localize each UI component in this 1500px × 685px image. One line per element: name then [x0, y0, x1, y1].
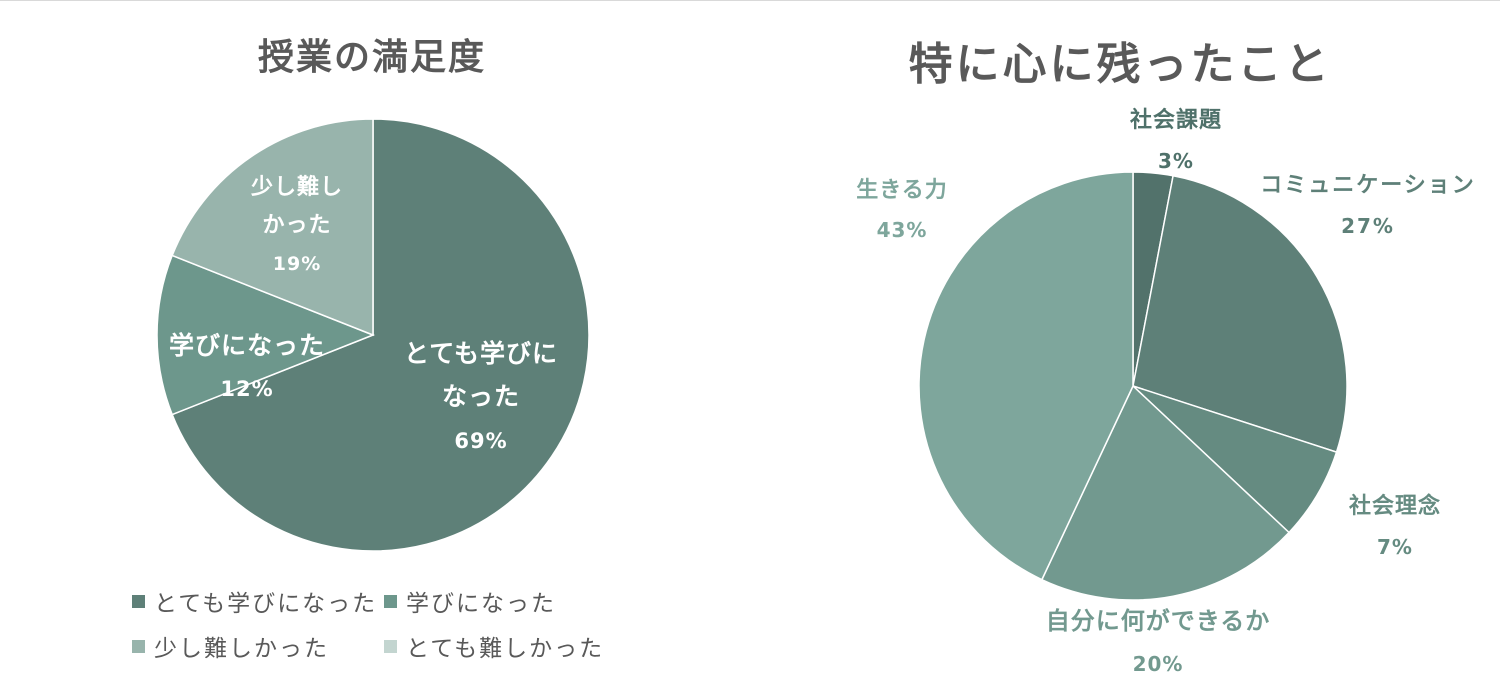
pie-slice-3 — [1040, 384, 1291, 601]
slice-label-2-0: 少し難し — [250, 174, 343, 200]
legend-item-0: とても学びになった — [132, 584, 377, 618]
legend-item-3: とても難しかった — [384, 629, 604, 663]
slice-value-label-3: 20% — [1133, 652, 1184, 676]
legend-label-0: とても学びになった — [154, 591, 378, 617]
slice-value-label-0: 3% — [1158, 149, 1194, 173]
slice-label-2-0: 社会理念 — [1349, 493, 1441, 519]
slice-label-3-0: 自分に何ができるか — [1046, 607, 1271, 635]
legend-swatch-0 — [132, 594, 145, 608]
slice-label-0-0: とても学びに — [404, 339, 558, 368]
slice-value-label-1: 27% — [1341, 214, 1395, 238]
legend-item-1: 学びになった — [384, 584, 556, 618]
slice-label-0-0: 社会課題 — [1130, 107, 1222, 133]
pie-slice-1 — [156, 254, 376, 416]
slice-label-1-0: 学びになった — [169, 331, 325, 360]
chart-title-memorable: 特に心に残ったこと — [908, 39, 1332, 90]
top-border — [0, 0, 1500, 1]
slice-value-label-2: 7% — [1377, 535, 1413, 559]
slice-label-2-1: かった — [262, 213, 331, 238]
pie-slice-0 — [171, 118, 590, 552]
pie-slice-2 — [171, 118, 374, 337]
legend-swatch-3 — [384, 639, 397, 653]
slice-value-label-4: 43% — [877, 218, 928, 242]
slice-label-4-0: 生きる力 — [856, 178, 948, 203]
pie-slice-4 — [918, 171, 1134, 581]
slice-value-label-2: 19% — [273, 253, 321, 275]
slice-value-label-0: 69% — [454, 429, 507, 453]
pie-slice-1 — [1132, 174, 1348, 454]
legend-item-2: 少し難しかった — [132, 629, 329, 663]
legend-label-3: とても難しかった — [406, 636, 605, 662]
legend-swatch-1 — [384, 594, 397, 608]
chart-title-satisfaction: 授業の満足度 — [257, 37, 486, 78]
slice-label-0-1: なった — [442, 382, 520, 411]
slice-label-1-0: コミュニケーション — [1260, 173, 1476, 198]
legend-label-2: 少し難しかった — [154, 636, 329, 662]
slice-value-label-1: 12% — [220, 377, 273, 401]
legend-label-1: 学びになった — [406, 591, 556, 617]
legend-swatch-2 — [132, 639, 145, 653]
